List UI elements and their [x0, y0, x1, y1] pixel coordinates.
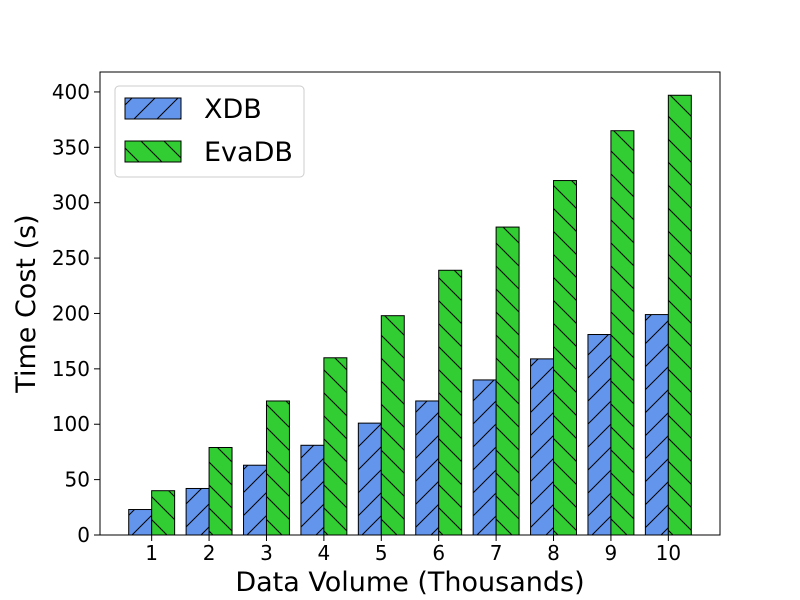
x-tick-label: 7: [490, 541, 503, 565]
bar-hatch-xdb-3: [243, 464, 267, 536]
bar-hatch-evadb-1: [151, 490, 176, 536]
y-tick-label: 300: [52, 191, 90, 215]
bar-hatch-evadb-9: [610, 130, 635, 536]
bar-hatch-xdb-8: [530, 358, 555, 536]
bar-hatch-xdb-9: [587, 334, 612, 536]
bar-hatch-evadb-3: [265, 400, 290, 536]
legend-label-xdb: XDB: [204, 94, 262, 125]
bar-hatch-xdb-10: [644, 314, 669, 536]
y-tick-label: 350: [52, 135, 90, 159]
plot-frame: [99, 71, 721, 536]
y-tick-label: 0: [77, 523, 90, 547]
y-tick-label: 400: [52, 80, 90, 104]
bar-hatch-xdb-6: [415, 400, 440, 536]
x-tick-label: 3: [260, 541, 273, 565]
y-tick-label: 250: [52, 246, 90, 270]
x-tick-label: 9: [605, 541, 618, 565]
y-axis-label: Time Cost (s): [11, 214, 42, 393]
legend-swatch-hatch-xdb: [124, 97, 182, 120]
bar-hatch-xdb-1: [128, 509, 153, 536]
bar-hatch-xdb-4: [300, 444, 325, 536]
x-tick-label: 4: [318, 541, 331, 565]
x-tick-label: 5: [375, 541, 388, 565]
bar-hatch-evadb-2: [208, 446, 233, 536]
legend: XDB EvaDB: [114, 85, 305, 178]
y-tick-label: 50: [65, 468, 90, 492]
y-axis: 0 50 100 150 200 250 300 350 400: [52, 80, 100, 547]
x-tick-label: 2: [203, 541, 216, 565]
bars-group: [128, 94, 692, 536]
bar-hatch-evadb-8: [553, 180, 577, 536]
legend-swatch-hatch-evadb: [124, 140, 182, 163]
x-tick-label: 1: [145, 541, 158, 565]
bar-hatch-evadb-7: [495, 226, 520, 536]
y-tick-label: 200: [52, 301, 90, 325]
y-tick-label: 100: [52, 412, 90, 436]
bar-hatch-evadb-4: [323, 357, 348, 536]
y-tick-label: 150: [52, 357, 90, 381]
bar-hatch-evadb-10: [667, 94, 692, 536]
x-tick-label: 6: [432, 541, 445, 565]
legend-label-evadb: EvaDB: [204, 137, 293, 168]
bar-hatch-xdb-7: [472, 379, 497, 536]
x-tick-label: 8: [547, 541, 560, 565]
x-axis-label: Data Volume (Thousands): [235, 567, 584, 598]
x-tick-label: 10: [656, 541, 681, 565]
x-axis: 1 2 3 4 5 6 7 8 9 10: [145, 535, 681, 565]
bar-hatch-xdb-2: [185, 487, 210, 536]
bar-hatch-xdb-5: [357, 422, 382, 536]
bar-hatch-evadb-6: [438, 269, 463, 536]
bar-hatch-evadb-5: [380, 315, 405, 536]
